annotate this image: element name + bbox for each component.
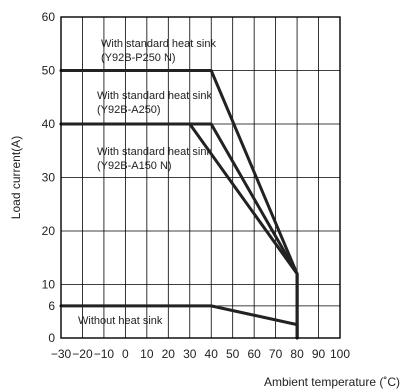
y-tick-label: 6	[48, 299, 55, 313]
x-tick-label: 90	[312, 347, 326, 361]
series-label-4: Without heat sink	[78, 315, 163, 327]
x-tick-label: 70	[269, 347, 283, 361]
x-tick-label: 20	[162, 347, 176, 361]
series-label-3: With standard heat sink (Y92B-A150 N)	[97, 146, 212, 172]
y-tick-label: 40	[42, 117, 56, 131]
x-tick-label: 10	[140, 347, 154, 361]
x-tick-label: 60	[247, 347, 261, 361]
y-tick-label: 20	[42, 224, 56, 238]
x-tick-label: 100	[330, 347, 350, 361]
series-label-line: (Y92B-P250 N)	[101, 52, 176, 64]
x-tick-label: 0	[122, 347, 129, 361]
series-annotations: With standard heat sink (Y92B-P250 N)With…	[78, 38, 216, 327]
y-axis-title: Load current(A)	[9, 136, 23, 219]
x-tick-label: 30	[183, 347, 197, 361]
x-tick-label: 50	[226, 347, 240, 361]
y-tick-label: 30	[42, 171, 56, 185]
x-tick-label: 80	[290, 347, 304, 361]
series-label-1: With standard heat sink (Y92B-P250 N)	[101, 38, 216, 64]
y-tick-label: 0	[48, 331, 55, 345]
y-tick-label: 50	[42, 64, 56, 78]
series-label-line: With standard heat sink	[101, 38, 216, 50]
tick-labels: −30 −20 −10 0 10 20 30 40 50 60 70 80 90 100 0 6 10 20 30 4…	[42, 10, 351, 361]
y-tick-label: 10	[42, 278, 56, 292]
plot-frame	[60, 16, 341, 339]
x-axis-title: Ambient temperature (˚C)	[264, 375, 400, 389]
series-lines	[59, 69, 299, 340]
x-tick-label: 40	[205, 347, 219, 361]
series-label-line: (Y92B-A250)	[97, 104, 161, 116]
series-label-2: With standard heat sink (Y92B-A250)	[97, 90, 212, 116]
x-tick-label: −20	[72, 347, 93, 361]
series-label-line: (Y92B-A150 N)	[97, 160, 172, 172]
series-label-line: With standard heat sink	[97, 90, 212, 102]
y-tick-label: 60	[42, 10, 56, 24]
series-line-4	[59, 304, 299, 340]
series-label-line: With standard heat sink	[97, 146, 212, 158]
x-tick-label: −10	[94, 347, 115, 361]
x-tick-label: −30	[51, 347, 72, 361]
series-label-line: Without heat sink	[78, 315, 163, 327]
series-line-3	[59, 122, 299, 340]
